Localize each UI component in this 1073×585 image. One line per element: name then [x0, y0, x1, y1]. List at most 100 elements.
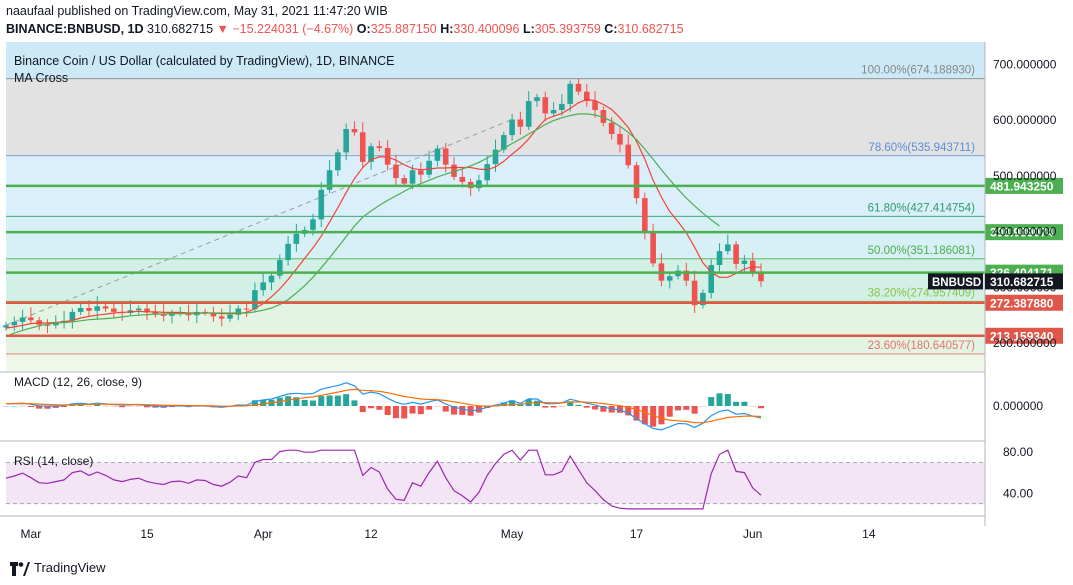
candle[interactable]	[600, 110, 607, 123]
candle[interactable]	[426, 160, 432, 175]
candle[interactable]	[252, 290, 258, 310]
candle[interactable]	[700, 292, 706, 306]
price-axis-tick: 400.000000	[993, 225, 1057, 239]
candle[interactable]	[28, 317, 34, 321]
macd-histogram-bar	[575, 404, 582, 406]
candle[interactable]	[733, 244, 739, 264]
candle[interactable]	[102, 306, 109, 309]
price-chart[interactable]: 100.00%(674.188930) 78.60%(535.943711) 61.…	[0, 42, 1073, 555]
macd-histogram-bar	[168, 406, 175, 407]
candle[interactable]	[583, 91, 590, 102]
candle[interactable]	[293, 233, 300, 244]
candle[interactable]	[235, 308, 242, 315]
candle[interactable]	[393, 164, 399, 179]
candle[interactable]	[509, 119, 515, 136]
level-price-label: 213.159340	[990, 329, 1054, 343]
candle[interactable]	[492, 149, 499, 165]
candle[interactable]	[376, 146, 383, 148]
candle[interactable]	[758, 273, 764, 282]
candle[interactable]	[434, 148, 441, 161]
candle[interactable]	[650, 231, 656, 264]
candle[interactable]	[484, 164, 491, 181]
candle[interactable]	[534, 97, 540, 102]
candle[interactable]	[608, 122, 615, 135]
candle[interactable]	[268, 275, 275, 283]
footer-brand[interactable]: TradingView	[34, 560, 106, 575]
candle[interactable]	[77, 307, 84, 312]
candle[interactable]	[617, 134, 623, 145]
candle[interactable]	[69, 311, 76, 321]
candle[interactable]	[708, 265, 715, 293]
macd-histogram-bar	[650, 406, 657, 427]
candle[interactable]	[326, 170, 333, 190]
candle[interactable]	[144, 308, 150, 313]
candle[interactable]	[409, 170, 416, 184]
candle[interactable]	[741, 260, 748, 264]
candle[interactable]	[160, 314, 167, 316]
price-change: ▼ −15.224031 (−4.67%)	[216, 22, 354, 36]
main-price-panel[interactable]: 100.00%(674.188930) 78.60%(535.943711) 61.…	[3, 42, 985, 371]
candle[interactable]	[260, 282, 266, 291]
macd-histogram-bar	[592, 406, 599, 410]
candle[interactable]	[86, 307, 92, 311]
candle[interactable]	[567, 83, 573, 104]
candle[interactable]	[459, 176, 466, 182]
candle[interactable]	[111, 308, 117, 312]
macd-panel[interactable]	[3, 382, 764, 431]
candle[interactable]	[285, 243, 291, 261]
candle[interactable]	[525, 101, 532, 127]
candle[interactable]	[725, 244, 731, 252]
candle[interactable]	[691, 280, 698, 306]
macd-histogram-bar	[384, 406, 391, 416]
candle[interactable]	[359, 132, 366, 162]
candle[interactable]	[575, 83, 582, 92]
candle[interactable]	[318, 189, 325, 220]
candle[interactable]	[716, 251, 723, 266]
symbol-tag	[928, 273, 983, 290]
candle[interactable]	[418, 170, 424, 175]
candle[interactable]	[44, 324, 51, 326]
candle[interactable]	[550, 110, 557, 114]
rsi-panel[interactable]	[5, 449, 985, 510]
candle[interactable]	[592, 101, 598, 111]
candle[interactable]	[335, 152, 341, 171]
fib-level-label: 61.80%(427.414754)	[868, 202, 976, 214]
candle[interactable]	[94, 306, 101, 311]
candle[interactable]	[542, 97, 549, 114]
rsi-tick: 80.00	[1003, 445, 1033, 459]
candle[interactable]	[135, 308, 142, 311]
candle[interactable]	[202, 311, 208, 313]
candle[interactable]	[310, 219, 316, 230]
fib-zone	[6, 216, 985, 259]
candle[interactable]	[666, 276, 673, 281]
candle[interactable]	[19, 317, 26, 322]
candle[interactable]	[683, 270, 690, 281]
candle[interactable]	[210, 312, 217, 317]
candle[interactable]	[517, 119, 524, 127]
candle[interactable]	[351, 128, 358, 133]
candle[interactable]	[476, 180, 482, 189]
macd-histogram-bar	[193, 406, 200, 407]
candle[interactable]	[500, 135, 507, 150]
macd-histogram-bar	[583, 406, 590, 408]
macd-histogram-bar	[724, 394, 731, 406]
candle[interactable]	[442, 148, 449, 165]
candle[interactable]	[243, 308, 250, 310]
macd-histogram-bar	[152, 406, 159, 408]
candle[interactable]	[11, 321, 18, 326]
candle[interactable]	[625, 144, 632, 166]
candle[interactable]	[401, 178, 408, 184]
candle[interactable]	[52, 323, 59, 326]
candle[interactable]	[227, 314, 233, 319]
candle[interactable]	[169, 313, 175, 316]
candle[interactable]	[152, 312, 159, 315]
candle[interactable]	[343, 128, 349, 153]
candle[interactable]	[642, 198, 648, 232]
candle[interactable]	[633, 165, 640, 199]
candle[interactable]	[3, 325, 9, 328]
candle[interactable]	[276, 260, 283, 276]
candle[interactable]	[368, 146, 374, 162]
candle[interactable]	[218, 316, 225, 319]
macd-histogram-bar	[741, 401, 748, 406]
candle[interactable]	[559, 103, 565, 111]
